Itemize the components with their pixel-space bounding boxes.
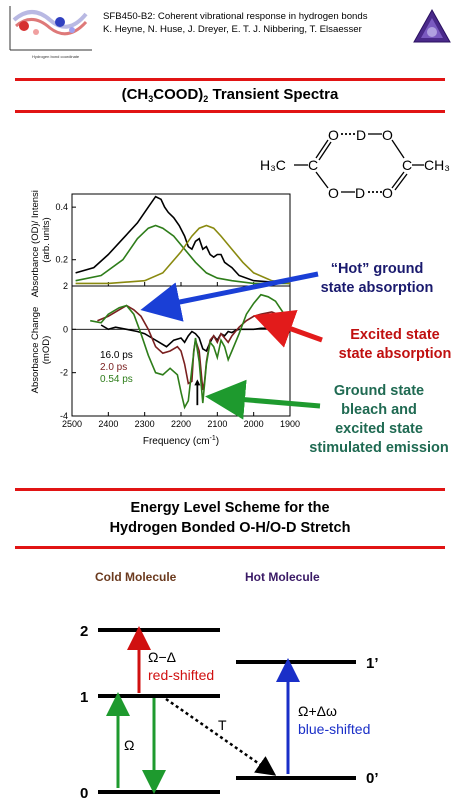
carbon-left: C — [308, 157, 318, 173]
annotation-excited-state: Excited state state absorption — [338, 327, 452, 362]
y-axis-label: Absorbance (OD)/ Intensity(arb. units) — [30, 190, 52, 297]
level-0-cold — [98, 790, 220, 794]
header-logo-graph: Hydrogen bond coordinate — [2, 2, 98, 60]
arrow-relaxation — [165, 697, 277, 776]
x-tick-label: 2300 — [135, 419, 155, 429]
x-tick-label: 2200 — [171, 419, 191, 429]
series-line-black — [100, 324, 283, 353]
arrow-excited — [253, 309, 323, 348]
cold-molecule-label: Cold Molecule — [95, 570, 177, 584]
annotation-hot-ground: “Hot” ground state absorption — [320, 261, 434, 296]
divider-mid — [15, 110, 445, 113]
series-line-black — [75, 195, 291, 285]
legend-entry: 0.54 ps — [100, 374, 133, 385]
x-axis-label: Frequency (cm-1) — [143, 435, 219, 447]
level-2-cold — [98, 628, 220, 632]
series-line-brown — [97, 304, 291, 391]
divider-section2-bottom — [15, 546, 445, 549]
hot-molecule-label: Hot Molecule — [245, 570, 320, 584]
oxygen-bl: O — [328, 185, 339, 201]
series-line-olive — [75, 224, 291, 285]
red-transition-label: Ω−Δ — [148, 649, 176, 665]
x-tick-label: 1900 — [280, 419, 300, 429]
y-tick-label: 0.2 — [55, 255, 68, 265]
deuterium-bottom: D — [355, 185, 365, 201]
annotation-ground-bleach: Ground state bleach and excited state stimu… — [309, 383, 449, 456]
y-tick-label: -2 — [60, 368, 68, 378]
level-0-label: 0 — [80, 785, 88, 800]
green-transition-label: Ω — [124, 737, 134, 753]
chart-small-arrowhead — [194, 379, 201, 386]
series-line-green — [90, 293, 291, 410]
level-0-hot — [236, 776, 356, 780]
level-0p-label: 0’ — [366, 770, 379, 787]
y-tick-label: -4 — [60, 411, 68, 421]
molecule-diagram: H₃C C O O D O D O C CH₃ — [260, 127, 450, 201]
oxygen-tl: O — [328, 127, 339, 143]
header-line1: SFB450-B2: Coherent vibrational response… — [103, 11, 368, 22]
level-1-label: 1 — [80, 689, 88, 706]
header-text: SFB450-B2: Coherent vibrational response… — [103, 10, 368, 36]
y-axis-label: Absorbance Change(mOD) — [30, 307, 52, 394]
methyl-left: H₃C — [260, 157, 286, 173]
level-1p-label: 1’ — [366, 655, 379, 672]
carbon-right: C — [402, 157, 412, 173]
arrow-bleach — [205, 379, 321, 420]
oxygen-br: O — [382, 185, 393, 201]
x-tick-label: 2500 — [62, 419, 82, 429]
svg-text:Hydrogen bond coordinate: Hydrogen bond coordinate — [32, 54, 80, 59]
level-1-cold — [98, 694, 220, 698]
arrow-hot-ground — [140, 271, 319, 322]
oxygen-tr: O — [382, 127, 393, 143]
legend-entry: 16.0 ps — [100, 350, 133, 361]
series-line-green — [75, 224, 290, 285]
deuterium-top: D — [356, 127, 366, 143]
level-1-hot — [236, 660, 356, 664]
x-tick-label: 2100 — [207, 419, 227, 429]
header-line2: K. Heyne, N. Huse, J. Dreyer, E. T. J. N… — [103, 24, 362, 35]
section2-title: Energy Level Scheme for the Hydrogen Bond… — [109, 500, 351, 536]
energy-level-diagram: 2 1 0 1’ 0’ Ω−Δ red-shifted Ω T Ω+Δω blu… — [80, 623, 379, 800]
institute-logo — [413, 8, 451, 43]
blue-shifted-label: blue-shifted — [298, 721, 370, 737]
divider-section2-top — [15, 488, 445, 491]
y-tick-label: 0 — [63, 324, 68, 334]
x-tick-label: 2400 — [98, 419, 118, 429]
y-tick-label: 2 — [63, 281, 68, 291]
level-2-label: 2 — [80, 623, 88, 640]
x-tick-label: 2000 — [244, 419, 264, 429]
divider-top — [15, 78, 445, 81]
relaxation-label: T — [218, 717, 227, 733]
y-tick-label: 0.4 — [55, 202, 68, 212]
blue-transition-label: Ω+Δω — [298, 703, 337, 719]
methyl-right: CH₃ — [424, 157, 450, 173]
section1-title: (CH3COOD)2 Transient Spectra — [121, 86, 339, 104]
red-shifted-label: red-shifted — [148, 667, 214, 683]
legend-entry: 2.0 ps — [100, 362, 127, 373]
